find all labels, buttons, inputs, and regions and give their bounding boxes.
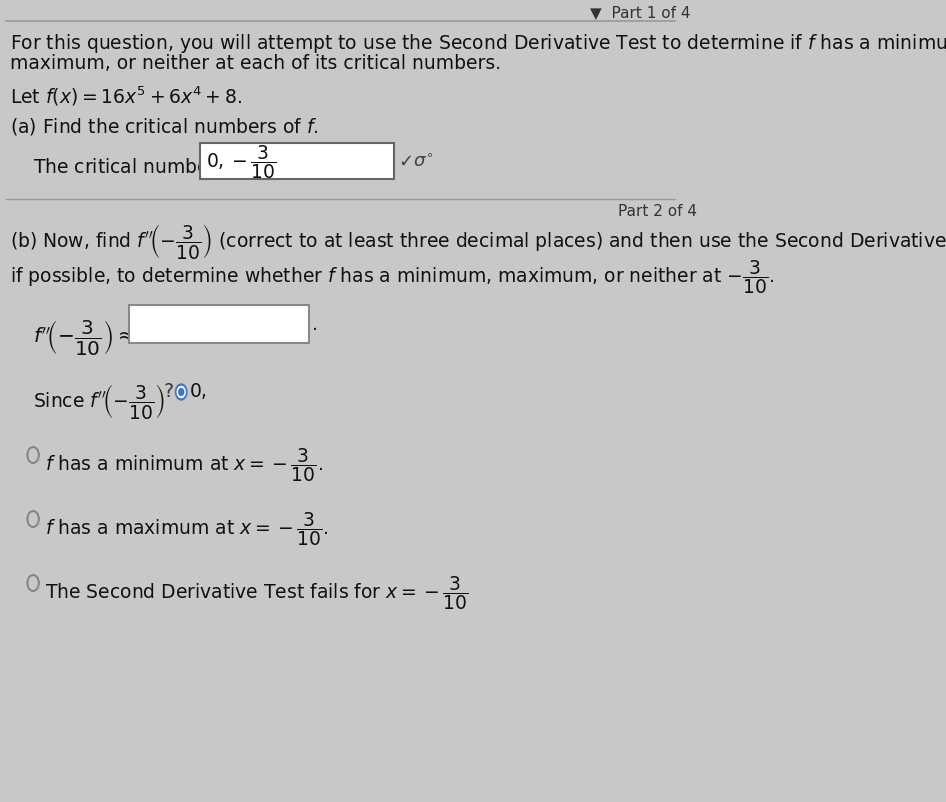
Text: $f$ has a maximum at $x = -\dfrac{3}{10}$.: $f$ has a maximum at $x = -\dfrac{3}{10}… bbox=[44, 509, 328, 547]
Text: $f''\!\left(-\dfrac{3}{10}\right) \approx$: $f''\!\left(-\dfrac{3}{10}\right) \appro… bbox=[33, 318, 134, 357]
Text: 0,: 0, bbox=[190, 382, 208, 400]
Text: ?: ? bbox=[164, 382, 174, 400]
Circle shape bbox=[175, 384, 187, 400]
Text: .: . bbox=[312, 315, 318, 334]
Text: $f$ has a minimum at $x = -\dfrac{3}{10}$.: $f$ has a minimum at $x = -\dfrac{3}{10}… bbox=[44, 445, 323, 484]
FancyBboxPatch shape bbox=[130, 306, 309, 343]
Circle shape bbox=[179, 389, 184, 396]
Text: The Second Derivative Test fails for $x = -\dfrac{3}{10}$: The Second Derivative Test fails for $x … bbox=[44, 573, 468, 611]
Text: Part 2 of 4: Part 2 of 4 bbox=[619, 204, 697, 219]
Text: (b) Now, find $f''\!\left(-\dfrac{3}{10}\right)$ (correct to at least three deci: (b) Now, find $f''\!\left(-\dfrac{3}{10}… bbox=[10, 221, 946, 261]
FancyBboxPatch shape bbox=[200, 144, 394, 180]
Text: Since $f''\!\left(-\dfrac{3}{10}\right)$: Since $f''\!\left(-\dfrac{3}{10}\right)$ bbox=[33, 382, 166, 420]
Text: maximum, or neither at each of its critical numbers.: maximum, or neither at each of its criti… bbox=[10, 54, 501, 73]
Text: ✓: ✓ bbox=[398, 153, 413, 171]
Text: The critical numbers of $f$ are:: The critical numbers of $f$ are: bbox=[33, 158, 305, 176]
Text: ▼  Part 1 of 4: ▼ Part 1 of 4 bbox=[589, 5, 691, 20]
Text: Let $f(x) = 16x^5 + 6x^4 + 8.$: Let $f(x) = 16x^5 + 6x^4 + 8.$ bbox=[10, 84, 242, 107]
Text: if possible, to determine whether $f$ has a minimum, maximum, or neither at $-\d: if possible, to determine whether $f$ ha… bbox=[10, 257, 775, 295]
Text: (a) Find the critical numbers of $f$.: (a) Find the critical numbers of $f$. bbox=[10, 115, 319, 137]
Text: $\sigma^{\!\circ}$: $\sigma^{\!\circ}$ bbox=[412, 153, 433, 171]
Text: For this question, you will attempt to use the Second Derivative Test to determi: For this question, you will attempt to u… bbox=[10, 32, 946, 55]
Circle shape bbox=[177, 387, 185, 398]
Text: $0, -\dfrac{3}{10}$: $0, -\dfrac{3}{10}$ bbox=[205, 143, 276, 180]
